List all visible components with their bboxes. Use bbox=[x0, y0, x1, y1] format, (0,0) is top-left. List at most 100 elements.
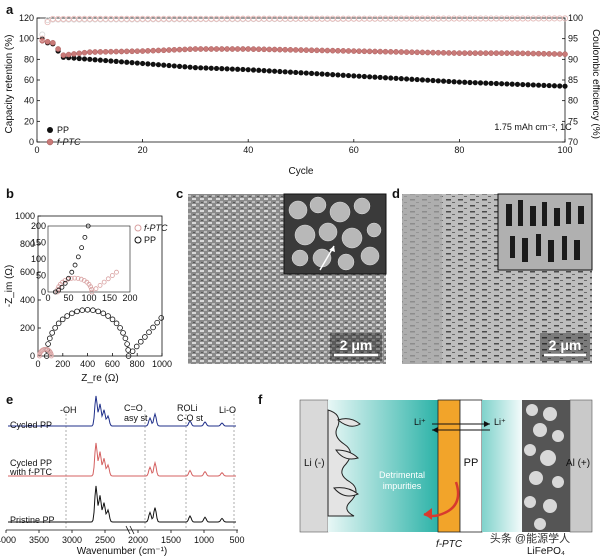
panel-a-point-fptc bbox=[176, 46, 183, 53]
panel-a-point-pp bbox=[208, 65, 214, 71]
panel-a-point-pp bbox=[198, 65, 204, 71]
panel-a-point-fptc bbox=[108, 48, 114, 55]
panel-a-point-pp bbox=[272, 68, 278, 74]
panel-a-point-fptc bbox=[97, 49, 104, 55]
panel-c-scalebar-label: 2 μm bbox=[340, 337, 373, 353]
panel-a-point-fptc bbox=[44, 38, 51, 45]
panel-a-point-fptc bbox=[271, 46, 278, 53]
panel-a-point-pp bbox=[256, 67, 262, 73]
panel-a-point-pp bbox=[530, 82, 536, 88]
panel-a-y2tick-label: 95 bbox=[568, 34, 578, 44]
panel-a-point-pp bbox=[118, 59, 125, 65]
panel-a-point-fptc bbox=[129, 48, 135, 55]
panel-a-point-fptc bbox=[292, 47, 299, 53]
panel-a-point-pp bbox=[557, 83, 563, 89]
panel-a-point-fptc bbox=[50, 40, 56, 46]
panel-a-point-ce-pp bbox=[39, 31, 46, 38]
panel-a-point-pp bbox=[303, 70, 309, 76]
legend-label-fptc-b: f-PTC bbox=[144, 223, 168, 233]
panel-a-point-fptc bbox=[482, 50, 489, 56]
panel-b-xlabel: Z_re (Ω) bbox=[81, 373, 118, 384]
panel-a-y2tick-label: 85 bbox=[568, 75, 578, 85]
panel-a-xlabel: Cycle bbox=[288, 166, 313, 177]
panel-b-point-pp bbox=[100, 310, 107, 317]
panel-b-point-pp bbox=[79, 307, 86, 313]
panel-b-point-pp bbox=[74, 308, 80, 315]
label-lifepo4: LiFePO₄ bbox=[527, 546, 565, 557]
panel-a-point-pp bbox=[514, 81, 521, 87]
panel-a-point-fptc bbox=[245, 46, 251, 52]
panel-a-point-fptc bbox=[477, 50, 484, 56]
panel-e-chart: 4000 3500 3000 2500 2000 1500 1000 500 bbox=[0, 395, 245, 545]
panel-a-point-fptc bbox=[39, 37, 46, 44]
panel-b-point-pp bbox=[124, 341, 130, 347]
panel-b-point-pp bbox=[45, 341, 51, 347]
panel-a-point-pp bbox=[562, 83, 568, 89]
panel-a-point-fptc bbox=[340, 48, 347, 54]
panel-label-b: b bbox=[6, 186, 14, 201]
panel-a-point-fptc bbox=[377, 48, 384, 55]
panel-a-xtick-label: 100 bbox=[557, 145, 572, 155]
panel-a-point-pp bbox=[224, 66, 230, 72]
panel-a-point-pp bbox=[509, 81, 515, 87]
panel-b-inset-point-fptc bbox=[55, 286, 61, 292]
panel-b-inset-ytick-label: 100 bbox=[31, 254, 46, 264]
panel-a-point-fptc bbox=[451, 50, 457, 56]
panel-b-inset-point-fptc bbox=[72, 275, 78, 281]
al-current-collector bbox=[569, 399, 593, 533]
panel-a-point-ce-fptc bbox=[345, 15, 352, 22]
panel-b-point-pp bbox=[120, 330, 126, 336]
panel-e-axis-break-1 bbox=[125, 525, 131, 535]
panel-b-inset-ytick-label: 0 bbox=[41, 287, 46, 297]
panel-a-point-fptc bbox=[435, 49, 442, 56]
panel-b-ytick-label: 1000 bbox=[15, 211, 35, 221]
label-li-ion-1: Li⁺ bbox=[414, 417, 426, 427]
panel-a-point-fptc bbox=[440, 50, 447, 56]
panel-a-point-ce-fptc bbox=[340, 15, 347, 22]
panel-label-a: a bbox=[6, 2, 14, 17]
panel-d-smooth-region bbox=[402, 194, 442, 364]
panel-a-point-fptc bbox=[350, 48, 357, 54]
panel-a-point-fptc bbox=[345, 48, 352, 54]
panel-c-sem-image: 2 μm bbox=[188, 193, 387, 364]
panel-a-point-fptc bbox=[192, 46, 199, 52]
panel-a-point-pp bbox=[546, 82, 552, 89]
panel-a-point-pp bbox=[76, 55, 82, 62]
panel-a-point-fptc bbox=[393, 49, 399, 55]
panel-b-inset-point-pp bbox=[66, 275, 71, 281]
panel-a-point-pp bbox=[493, 80, 499, 87]
panel-a-point-pp bbox=[140, 60, 146, 67]
panel-a-ytick-label: 20 bbox=[24, 116, 34, 126]
panel-a-ytick-label: 80 bbox=[24, 54, 34, 64]
panel-a-point-pp bbox=[382, 75, 389, 81]
panel-a-point-pp bbox=[430, 77, 436, 84]
panel-a-point-ce-fptc bbox=[435, 15, 442, 22]
panel-a-frame bbox=[36, 17, 566, 143]
panel-a-point-ce-fptc bbox=[546, 15, 553, 22]
panel-b-inset-point-fptc bbox=[109, 273, 115, 278]
panel-a-point-ce-fptc bbox=[488, 15, 495, 22]
panel-e-annot-lio: Li-O bbox=[219, 405, 236, 415]
panel-a-point-pp bbox=[330, 72, 336, 78]
panel-e-spectrum-pristine bbox=[8, 485, 236, 523]
panel-a-point-ce-fptc bbox=[424, 15, 431, 22]
panel-b-inset-point-fptc bbox=[88, 284, 93, 290]
panel-a-xtick-label: 40 bbox=[243, 145, 253, 155]
panel-a-point-fptc bbox=[71, 51, 77, 57]
panel-a-point-fptc bbox=[461, 50, 468, 56]
legend-label-pp: PP bbox=[57, 125, 69, 135]
panel-e-label-pristine: Pristine PP bbox=[10, 515, 55, 525]
label-impurities-2: impurities bbox=[383, 481, 422, 491]
panel-a-point-fptc bbox=[76, 50, 83, 57]
label-fptc: f-PTC bbox=[436, 539, 463, 550]
panel-a-point-pp bbox=[335, 72, 341, 78]
panel-b-point-pp bbox=[69, 310, 75, 317]
label-li-ion-2: Li⁺ bbox=[494, 417, 506, 427]
impurity-arrowhead bbox=[424, 508, 432, 520]
panel-b-point-pp bbox=[90, 307, 96, 313]
panel-a-point-fptc bbox=[213, 46, 220, 52]
panel-b-inset-point-fptc bbox=[75, 276, 81, 281]
panel-b-inset-ytick-label: 150 bbox=[31, 238, 46, 248]
panel-b-point-pp bbox=[142, 334, 148, 340]
panel-b-point-pp bbox=[49, 330, 55, 336]
